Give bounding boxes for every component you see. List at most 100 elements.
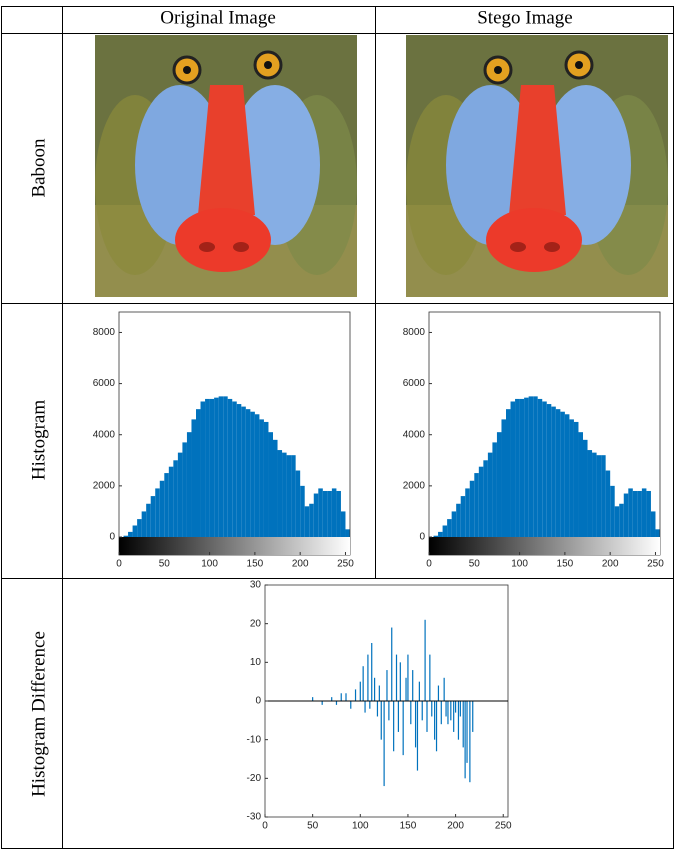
row-label: Histogram Difference — [28, 631, 49, 797]
y-tick-label: 0 — [109, 532, 115, 543]
bar — [453, 701, 455, 732]
bar — [573, 421, 579, 537]
y-tick-label: -10 — [247, 734, 262, 745]
bar — [431, 701, 433, 717]
table-grid — [1, 6, 674, 849]
bar — [345, 529, 350, 537]
bar — [587, 450, 593, 537]
bar — [460, 496, 466, 537]
x-tick-label: 250 — [337, 559, 354, 570]
x-tick-label: 50 — [307, 821, 319, 832]
bar — [528, 396, 534, 537]
bar — [447, 701, 449, 725]
y-tick-label: 8000 — [403, 327, 426, 338]
bar — [312, 697, 314, 701]
bar — [506, 409, 511, 537]
bar — [321, 701, 323, 705]
bar — [250, 411, 255, 537]
bar — [173, 460, 178, 537]
bar — [359, 681, 361, 701]
bar — [457, 701, 460, 740]
bar — [331, 697, 333, 701]
bar — [254, 414, 260, 537]
bar — [438, 531, 443, 537]
bar — [232, 401, 237, 537]
bar — [487, 452, 493, 537]
bar — [466, 701, 468, 763]
bar — [472, 701, 474, 732]
x-tick-label: 150 — [557, 559, 574, 570]
bar — [191, 419, 196, 537]
y-tick-label: 20 — [250, 618, 262, 629]
bar — [426, 701, 428, 732]
bar — [236, 404, 242, 537]
bar — [407, 654, 409, 701]
bar — [445, 701, 447, 717]
bar — [369, 701, 371, 709]
x-tick-label: 250 — [495, 821, 512, 832]
bar — [614, 506, 620, 537]
bar — [429, 654, 431, 701]
x-tick-label: 150 — [400, 821, 417, 832]
bar — [546, 404, 552, 537]
x-tick-label: 200 — [602, 559, 619, 570]
table-border — [1, 6, 674, 849]
x-tick-label: 100 — [511, 559, 528, 570]
bar — [440, 701, 442, 725]
bar — [209, 398, 215, 537]
bar — [435, 701, 438, 752]
bar — [286, 455, 292, 537]
x-tick-label: 200 — [447, 821, 464, 832]
bar — [186, 432, 192, 537]
x-tick-label: 100 — [352, 821, 369, 832]
bar — [137, 519, 142, 537]
y-tick-label: 6000 — [403, 378, 426, 389]
bar — [414, 701, 417, 748]
bar — [227, 398, 233, 537]
bar — [364, 701, 366, 713]
x-tick-label: 0 — [262, 821, 268, 832]
bar — [259, 419, 264, 537]
bar — [304, 506, 310, 537]
y-tick-label: 10 — [250, 657, 262, 668]
bar — [218, 396, 224, 537]
bar — [416, 701, 419, 771]
bar — [241, 406, 246, 537]
bar — [391, 627, 393, 701]
bar — [555, 409, 561, 537]
bar — [515, 398, 520, 537]
bar — [459, 701, 461, 717]
colorbar — [429, 537, 660, 555]
bar — [551, 406, 556, 537]
bar — [412, 670, 414, 701]
bar — [309, 503, 314, 537]
bar — [474, 473, 479, 537]
x-tick-label: 0 — [116, 559, 122, 570]
bar — [623, 493, 629, 537]
bar — [388, 701, 390, 721]
x-tick-label: 250 — [647, 559, 664, 570]
bar — [465, 488, 470, 537]
y-tick-label: 0 — [419, 532, 425, 543]
bar — [454, 701, 457, 713]
bar — [393, 701, 395, 752]
bar — [282, 452, 287, 537]
bar — [367, 654, 369, 701]
bar — [537, 398, 543, 537]
bar — [128, 531, 133, 537]
bar — [437, 685, 440, 701]
bar — [196, 409, 201, 537]
column-header: Stego Image — [477, 7, 573, 28]
bar — [354, 689, 357, 701]
bar — [578, 432, 583, 537]
bar — [164, 473, 169, 537]
bar — [245, 409, 251, 537]
bar — [340, 693, 342, 701]
x-tick-label: 0 — [426, 559, 432, 570]
bar — [583, 439, 588, 537]
bar — [373, 677, 376, 701]
bar — [646, 490, 651, 537]
y-tick-label: 2000 — [403, 481, 426, 492]
bar — [141, 511, 147, 537]
